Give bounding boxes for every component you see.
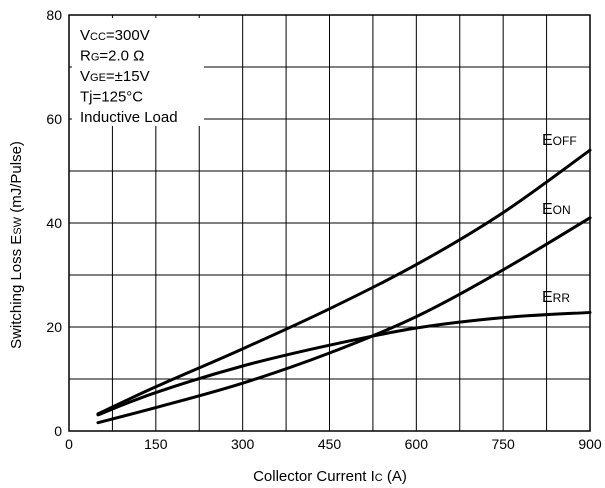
y-tick-labels: 0 20 40 60 80 [46,7,62,439]
x-tick-label: 0 [65,436,73,452]
x-tick-label: 300 [231,436,255,452]
series-line-rr [96,310,592,417]
y-axis-label: Switching Loss ESW (mJ/Pulse) [8,141,25,349]
series-line-on [96,216,592,425]
series-line-off [96,148,592,416]
condition-line: VGE=±15V [80,68,150,85]
x-tick-label: 600 [405,436,429,452]
x-tick-label: 750 [491,436,515,452]
series-label-off: EOFF [542,132,577,149]
x-tick-label: 450 [318,436,342,452]
series-label-rr: ERR [542,289,570,306]
plot-frame [68,14,591,432]
series-label-on: EON [542,201,571,218]
y-tick-label: 40 [46,215,62,231]
test-conditions: VCC=300V RG=2.0 Ω VGE=±15V Tj=125°C Inductiv… [72,18,204,126]
grid-lines [69,15,590,431]
x-axis-label: Collector Current IC (A) [253,468,407,485]
condition-line: VCC=300V [80,27,150,44]
series-labels: EOFF EON ERR [542,132,577,306]
condition-line: Inductive Load [80,109,178,126]
x-tick-label: 900 [578,436,602,452]
x-tick-label: 150 [144,436,168,452]
x-tick-labels: 0 150 300 450 600 750 900 [65,436,602,452]
condition-line: Tj=125°C [80,89,143,106]
y-tick-label: 20 [46,319,62,335]
series-curves [96,148,592,425]
y-tick-label: 0 [54,423,62,439]
condition-line: RG=2.0 Ω [80,48,144,65]
y-tick-label: 60 [46,111,62,127]
y-tick-label: 80 [46,7,62,23]
